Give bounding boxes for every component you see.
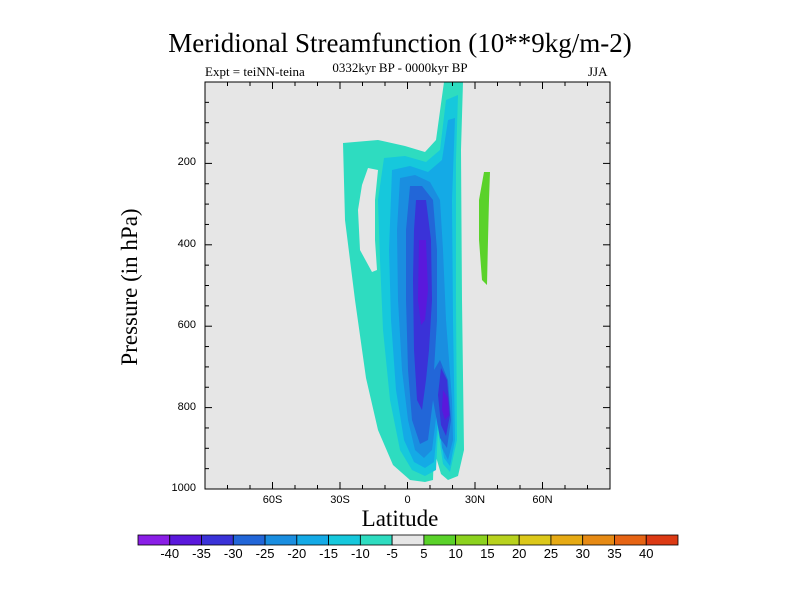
colorbar-swatch [264,534,298,546]
colorbar-label: 30 [575,546,590,561]
chart-title: Meridional Streamfunction (10**9kg/m-2) [168,28,632,58]
colorbar-label: 15 [480,546,495,561]
x-tick-label: 60N [532,494,553,506]
y-tick-marks [205,101,610,490]
colorbar-swatch [359,534,393,546]
contour-fills [343,82,490,482]
colorbar-swatch [645,534,679,546]
x-tick-marks [227,82,588,489]
y-axis-label: Pressure (in hPa) [117,208,142,366]
x-tick-label: 60S [262,494,283,506]
y-tick-label: 200 [177,156,196,169]
y-tick-label: 1000 [171,482,196,494]
colorbar-label: 35 [607,546,622,561]
colorbar-label: -20 [287,546,307,561]
colorbar-label: 40 [639,546,654,561]
colorbar-swatch [328,534,361,546]
colorbar-label: -25 [255,546,275,561]
y-tick-label: 800 [177,400,196,413]
colorbar-swatch [423,534,457,546]
y-tick-label: 400 [177,237,196,250]
contour-level-neg35 [418,240,449,420]
colorbar-swatch [201,534,234,546]
colorbar-label: 10 [448,546,463,561]
colorbar-swatch [296,534,329,546]
colorbar-label: -40 [160,546,180,561]
colorbar-label: 25 [543,546,559,561]
x-tick-label: 30S [330,494,350,506]
colorbar-swatch [614,534,647,546]
colorbar-swatch [137,534,171,546]
contour-level-pos5 [479,172,490,285]
colorbar-swatch [582,534,615,546]
colorbar-label: -10 [350,546,370,561]
colorbar-swatch [232,534,266,546]
x-axis-label: Latitude [361,506,439,531]
experiment-label: Expt = teiNN-teina [205,64,305,79]
time-range-label: 0332kyr BP - 0000kyr BP [332,60,468,75]
colorbar-label: -30 [223,546,243,561]
colorbar-swatch [455,534,488,546]
colorbar-label: -15 [319,546,338,561]
colorbar-label: 5 [420,546,428,561]
colorbar-swatch [169,534,202,546]
season-label: JJA [588,64,608,79]
colorbar-swatch [391,534,425,546]
colorbar-label: 20 [511,546,527,561]
colorbar-label: -35 [192,546,211,561]
colorbar-swatch [487,534,520,546]
colorbar-swatch [550,534,584,546]
x-tick-label: 0 [404,494,411,506]
colorbar-swatch [518,534,552,546]
colorbar [137,534,679,546]
y-tick-label: 600 [177,319,196,332]
x-tick-label: 30N [464,494,486,506]
colorbar-label: -5 [386,546,398,561]
